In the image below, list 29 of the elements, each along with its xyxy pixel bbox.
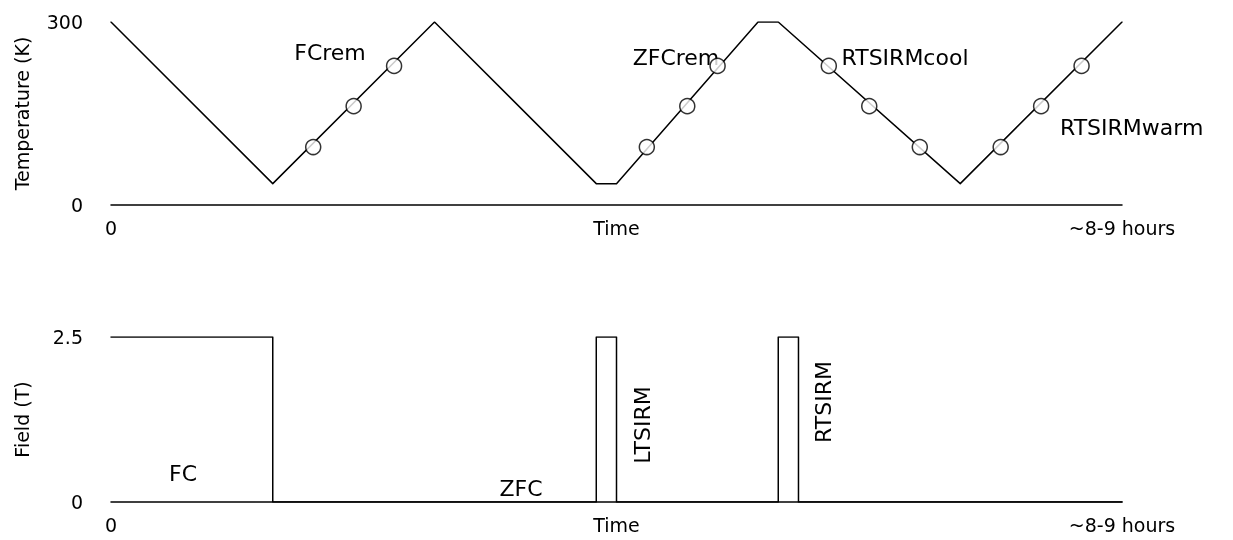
- point: [679, 97, 696, 115]
- annotation: RTSIRM: [810, 361, 836, 443]
- point: [638, 138, 656, 156]
- x-tick-label: ~8-9 hours: [1068, 216, 1176, 239]
- annotation: ZFC: [499, 475, 543, 501]
- point: [1032, 97, 1050, 115]
- x-tick-label: ~8-9 hours: [1068, 513, 1176, 536]
- y-axis-title: Temperature (K): [10, 36, 33, 192]
- point: [992, 138, 1009, 156]
- x-axis-title: Time: [592, 514, 640, 536]
- y-tick-label: 0: [70, 491, 83, 513]
- point: [385, 57, 403, 75]
- point: [911, 138, 929, 156]
- annotation: FCrem: [294, 39, 366, 65]
- point: [1073, 57, 1090, 75]
- annotation: ZFCrem: [632, 44, 720, 70]
- y-tick-label: 0: [70, 194, 83, 216]
- annotation: LTSIRM: [629, 386, 655, 464]
- annotation: FC: [168, 460, 198, 486]
- y-axis-title: Field (T): [10, 381, 33, 458]
- y-tick-label: 2.5: [52, 326, 83, 348]
- annotation: RTSIRMwarm: [1060, 114, 1204, 140]
- point: [345, 97, 362, 115]
- point: [304, 138, 322, 156]
- point: [820, 57, 838, 75]
- point: [861, 97, 878, 115]
- x-axis-title: Time: [592, 217, 640, 239]
- y-tick-label: 300: [46, 11, 83, 33]
- annotation: RTSIRMcool: [841, 44, 969, 70]
